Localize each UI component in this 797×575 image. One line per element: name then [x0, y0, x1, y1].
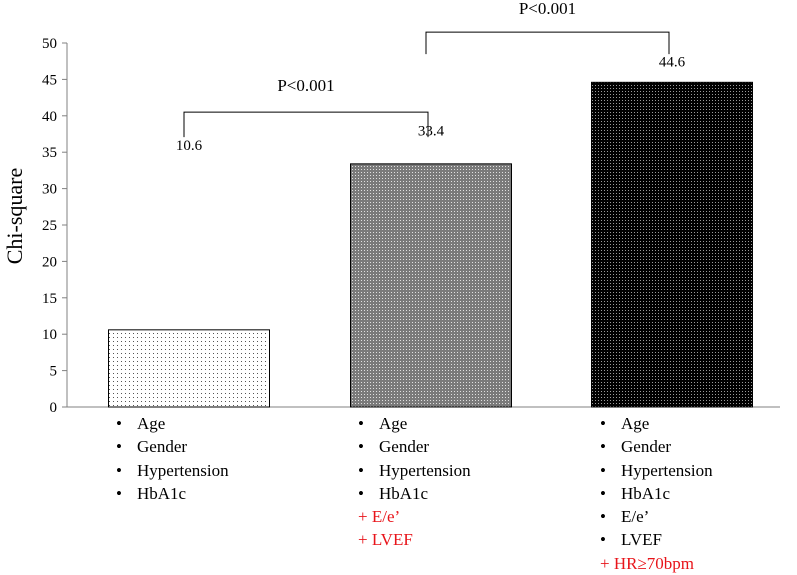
bullet-icon: • — [358, 414, 364, 433]
category-variable-item: • LVEF — [600, 528, 713, 551]
category-variable-item: • HbA1c — [358, 482, 471, 505]
bullet-icon: • — [600, 437, 606, 457]
category-variable-item: • E/e’ — [600, 505, 713, 528]
y-tick-label: 0 — [50, 400, 58, 416]
category-variable-item: + E/e’ — [358, 505, 471, 528]
category-variable-item: • Hypertension — [600, 459, 713, 482]
y-tick-label: 25 — [42, 218, 57, 234]
bullet-icon: • — [358, 437, 364, 457]
category-variable-item: + HR≥70bpm — [600, 552, 713, 575]
y-tick-label: 10 — [42, 327, 57, 343]
y-tick-label: 20 — [42, 254, 57, 270]
category-variable-list: • Age • Gender • Hypertension • HbA1c • E/e’ • LVEF… — [600, 412, 713, 575]
category-variable-item: • Gender — [600, 435, 713, 458]
bar-3 — [591, 81, 753, 408]
bar-value-label: 33.4 — [418, 123, 445, 139]
category-variable-item: • Age — [116, 412, 229, 435]
bullet-icon: • — [116, 414, 122, 433]
variable-label: + LVEF — [358, 530, 413, 550]
category-variable-list: • Age • Gender • Hypertension • HbA1c — [116, 412, 229, 505]
variable-label: Gender — [137, 437, 188, 457]
significance-bracket — [183, 111, 429, 138]
bar-1 — [108, 329, 270, 408]
y-tick-label: 30 — [42, 182, 57, 198]
p-value-label: P<0.001 — [277, 76, 334, 95]
y-tick-label: 35 — [42, 145, 57, 161]
bullet-icon: • — [116, 460, 122, 480]
category-variable-item: • Gender — [116, 435, 229, 458]
value-labels-group: 10.6 33.4 44.6 — [176, 54, 686, 154]
variable-label: Age — [621, 414, 650, 433]
category-variable-item: • Gender — [358, 435, 471, 458]
p-value-label: P<0.001 — [519, 0, 576, 18]
variable-label: + E/e’ — [358, 507, 401, 527]
bar-value-label: 10.6 — [176, 138, 203, 154]
bullet-icon: • — [600, 530, 606, 550]
category-variable-item: • HbA1c — [116, 482, 229, 505]
category-variable-item: • Age — [600, 412, 713, 435]
significance-brackets: P<0.001 P<0.001 — [183, 0, 670, 138]
category-variable-item: • Hypertension — [116, 459, 229, 482]
bullet-icon: • — [600, 460, 606, 480]
bullet-icon: • — [600, 414, 606, 433]
significance-bracket — [425, 31, 670, 55]
y-tick-label: 40 — [42, 109, 57, 125]
variable-label: + HR≥70bpm — [600, 553, 695, 573]
y-axis-label: Chi-square — [2, 168, 27, 265]
variable-label: Hypertension — [379, 460, 471, 480]
y-tick-label: 15 — [42, 291, 57, 307]
variable-label: Hypertension — [621, 460, 713, 480]
bullet-icon: • — [116, 437, 122, 457]
category-variable-item: + LVEF — [358, 528, 471, 551]
variable-label: Age — [137, 414, 166, 433]
bullet-icon: • — [358, 460, 364, 480]
variable-label: E/e’ — [621, 507, 650, 527]
bullet-icon: • — [600, 483, 606, 503]
category-variable-item: • Hypertension — [358, 459, 471, 482]
category-variable-list: • Age • Gender • Hypertension • HbA1c + E/e’ + LV… — [358, 412, 471, 552]
bullet-icon: • — [358, 483, 364, 503]
category-variable-item: • HbA1c — [600, 482, 713, 505]
bullet-icon: • — [116, 483, 122, 503]
variable-label: HbA1c — [137, 483, 187, 503]
variable-label: HbA1c — [379, 483, 429, 503]
variable-label: LVEF — [621, 530, 662, 550]
variable-label: Age — [379, 414, 408, 433]
y-tick-label: 50 — [42, 36, 57, 52]
bar-2 — [350, 163, 512, 408]
variable-label: Hypertension — [137, 460, 229, 480]
y-tick-label: 45 — [42, 72, 57, 88]
bar-value-label: 44.6 — [659, 54, 686, 70]
variable-label: Gender — [379, 437, 430, 457]
bars-group — [108, 81, 753, 408]
category-variable-item: • Age — [358, 412, 471, 435]
y-tick-label: 5 — [50, 364, 58, 380]
bullet-icon: • — [600, 507, 606, 527]
variable-label: HbA1c — [621, 483, 671, 503]
variable-label: Gender — [621, 437, 672, 457]
